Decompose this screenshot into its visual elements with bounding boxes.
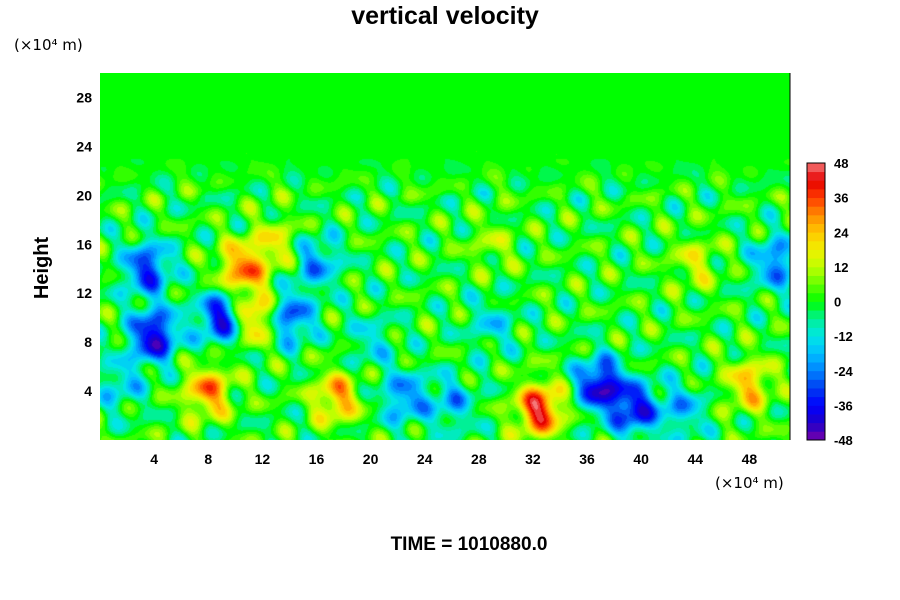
colorbar-band xyxy=(807,327,825,337)
colorbar-band xyxy=(807,240,825,250)
colorbar-band xyxy=(807,396,825,406)
colorbar-band xyxy=(807,362,825,372)
colorbar-band xyxy=(807,336,825,346)
x-tick-label: 16 xyxy=(309,451,325,467)
colorbar-band xyxy=(807,422,825,432)
colorbar-band xyxy=(807,414,825,424)
colorbar-band xyxy=(807,370,825,380)
colorbar-band xyxy=(807,284,825,294)
y-tick-label: 12 xyxy=(76,285,92,301)
colorbar-band xyxy=(807,344,825,354)
colorbar-band xyxy=(807,206,825,216)
x-tick-label: 24 xyxy=(417,451,433,467)
y-tick-label: 28 xyxy=(76,89,92,105)
x-tick-label: 40 xyxy=(633,451,649,467)
colorbar-band xyxy=(807,388,825,398)
y-tick-label: 24 xyxy=(76,138,92,154)
x-tick-label: 8 xyxy=(204,451,212,467)
colorbar-tick-label: 24 xyxy=(834,225,849,240)
colorbar-border xyxy=(806,162,826,441)
y-tick-label: 8 xyxy=(84,334,92,350)
y-axis-label: Height xyxy=(31,237,53,300)
time-annotation: TIME = 1010880.0 xyxy=(391,534,548,555)
colorbar-tick-label: -48 xyxy=(834,433,853,448)
colorbar-band xyxy=(807,318,825,328)
y-tick-label: 16 xyxy=(76,236,92,252)
colorbar-band xyxy=(807,266,825,276)
x-unit-label: (×10⁴ m) xyxy=(715,474,784,492)
colorbar-bands xyxy=(807,163,825,441)
x-tick-label: 12 xyxy=(255,451,271,467)
colorbar-band xyxy=(807,188,825,199)
x-tick-label: 28 xyxy=(471,451,487,467)
colorbar-band xyxy=(807,171,825,181)
colorbar-tick-label: 48 xyxy=(834,156,848,171)
colorbar-tick-label: -36 xyxy=(834,398,853,413)
colorbar-band xyxy=(807,223,825,233)
x-axis-ticks: 4 8 12 16 20 24 28 32 36 40 44 48 xyxy=(150,451,757,467)
colorbar-band xyxy=(807,292,825,302)
plot-field xyxy=(100,73,790,440)
colorbar-band xyxy=(807,310,825,320)
x-tick-label: 4 xyxy=(150,451,158,467)
colorbar-band xyxy=(807,275,825,285)
x-tick-label: 36 xyxy=(579,451,595,467)
colorbar-band xyxy=(807,353,825,363)
x-tick-label: 48 xyxy=(742,451,758,467)
colorbar-band xyxy=(807,405,825,415)
y-tick-label: 4 xyxy=(84,383,92,399)
x-tick-label: 44 xyxy=(688,451,704,467)
colorbar-band xyxy=(807,249,825,259)
colorbar-tick-label: 12 xyxy=(834,260,848,275)
plot-area xyxy=(100,73,791,440)
colorbar: 48 36 24 12 0 -12 -24 -36 -48 xyxy=(806,156,854,448)
chart-title: vertical velocity xyxy=(351,2,539,30)
colorbar-tick-label: -24 xyxy=(834,364,854,379)
colorbar-tick-label: 36 xyxy=(834,191,848,206)
colorbar-band xyxy=(807,197,825,207)
vertical-velocity-field xyxy=(100,73,790,440)
y-tick-label: 20 xyxy=(76,187,92,203)
x-tick-label: 32 xyxy=(525,451,541,467)
y-axis-ticks: 4 8 12 16 20 24 28 xyxy=(76,89,92,399)
colorbar-band xyxy=(807,301,825,311)
colorbar-band xyxy=(807,180,825,190)
colorbar-band xyxy=(807,163,825,173)
colorbar-band xyxy=(807,232,825,242)
colorbar-band xyxy=(807,379,825,389)
colorbar-ticks: 48 36 24 12 0 -12 -24 -36 -48 xyxy=(834,156,854,448)
y-unit-label: (×10⁴ m) xyxy=(14,36,83,54)
colorbar-band xyxy=(807,258,825,268)
colorbar-band xyxy=(807,431,825,441)
colorbar-tick-label: -12 xyxy=(834,329,853,344)
colorbar-tick-label: 0 xyxy=(834,295,841,310)
colorbar-band xyxy=(807,214,825,224)
x-tick-label: 20 xyxy=(363,451,379,467)
